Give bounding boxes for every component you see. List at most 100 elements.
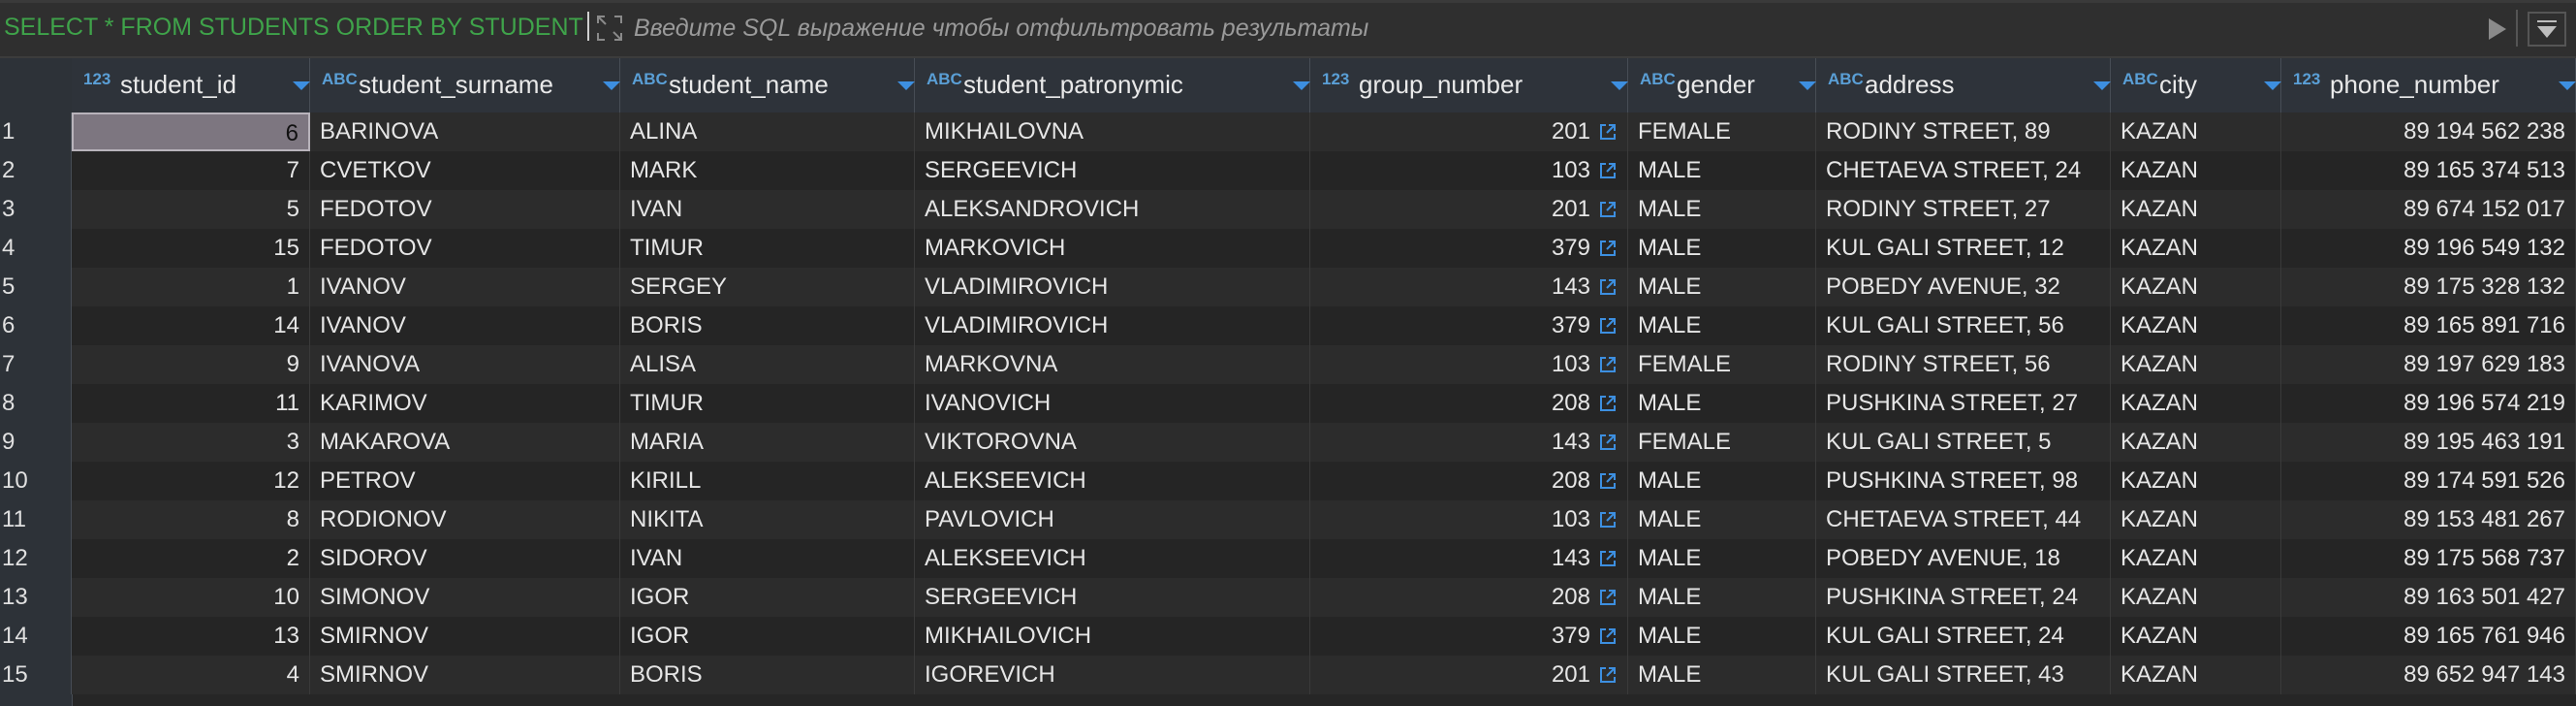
cell-address[interactable]: RODINY STREET, 89	[1816, 112, 2111, 151]
cell-city[interactable]: KAZAN	[2111, 578, 2281, 617]
column-header-group-number[interactable]: 123 group_number	[1310, 58, 1628, 112]
table-row[interactable]: 6 14 IVANOV BORIS VLADIMIROVICH 379 MALE KUL GA…	[0, 306, 2576, 345]
external-link-icon[interactable]	[1598, 200, 1618, 219]
cell-gender[interactable]: MALE	[1628, 229, 1816, 268]
row-number[interactable]: 8	[0, 384, 72, 423]
external-link-icon[interactable]	[1598, 433, 1618, 452]
sort-arrow-icon[interactable]	[2559, 81, 2576, 90]
column-header-student-patronymic[interactable]: ABC student_patronymic	[915, 58, 1310, 112]
cell-student-id[interactable]: 11	[72, 384, 310, 423]
filter-input[interactable]	[634, 12, 2475, 45]
external-link-icon[interactable]	[1598, 394, 1618, 413]
sort-arrow-icon[interactable]	[2093, 81, 2111, 90]
cell-city[interactable]: KAZAN	[2111, 345, 2281, 384]
cell-student-id[interactable]: 5	[72, 190, 310, 229]
cell-student-id[interactable]: 12	[72, 462, 310, 500]
cell-city[interactable]: KAZAN	[2111, 617, 2281, 656]
cell-phone-number[interactable]: 89 674 152 017	[2281, 190, 2576, 229]
table-row[interactable]: 5 1 IVANOV SERGEY VLADIMIROVICH 143 MALE POBEDY…	[0, 268, 2576, 306]
cell-student-id[interactable]: 6	[72, 112, 310, 151]
cell-address[interactable]: RODINY STREET, 27	[1816, 190, 2111, 229]
cell-student-id[interactable]: 15	[72, 229, 310, 268]
cell-group-number[interactable]: 201	[1310, 190, 1628, 229]
external-link-icon[interactable]	[1598, 239, 1618, 258]
row-number[interactable]: 13	[0, 578, 72, 617]
cell-student-patronymic[interactable]: VLADIMIROVICH	[915, 306, 1310, 345]
row-number[interactable]: 4	[0, 229, 72, 268]
cell-group-number[interactable]: 379	[1310, 617, 1628, 656]
external-link-icon[interactable]	[1598, 122, 1618, 142]
cell-address[interactable]: PUSHKINA STREET, 98	[1816, 462, 2111, 500]
cell-student-name[interactable]: IVAN	[620, 190, 915, 229]
cell-student-id[interactable]: 8	[72, 500, 310, 539]
column-header-student-surname[interactable]: ABC student_surname	[310, 58, 620, 112]
column-header-city[interactable]: ABC city	[2111, 58, 2281, 112]
cell-student-surname[interactable]: SIMONOV	[310, 578, 620, 617]
column-header-student-id[interactable]: 123 student_id	[72, 58, 310, 112]
cell-student-patronymic[interactable]: PAVLOVICH	[915, 500, 1310, 539]
cell-gender[interactable]: MALE	[1628, 578, 1816, 617]
table-row[interactable]: 1 6 BARINOVA ALINA MIKHAILOVNA 201 FEMALE RODIN…	[0, 112, 2576, 151]
cell-gender[interactable]: MALE	[1628, 462, 1816, 500]
external-link-icon[interactable]	[1598, 316, 1618, 336]
cell-student-name[interactable]: TIMUR	[620, 229, 915, 268]
table-row[interactable]: 14 13 SMIRNOV IGOR MIKHAILOVICH 379 MALE KUL GA…	[0, 617, 2576, 656]
cell-student-name[interactable]: ALISA	[620, 345, 915, 384]
cell-student-id[interactable]: 7	[72, 151, 310, 190]
row-number[interactable]: 9	[0, 423, 72, 462]
external-link-icon[interactable]	[1598, 277, 1618, 297]
cell-address[interactable]: KUL GALI STREET, 5	[1816, 423, 2111, 462]
cell-gender[interactable]: MALE	[1628, 190, 1816, 229]
cell-city[interactable]: KAZAN	[2111, 500, 2281, 539]
cell-address[interactable]: PUSHKINA STREET, 27	[1816, 384, 2111, 423]
cell-student-surname[interactable]: BARINOVA	[310, 112, 620, 151]
cell-address[interactable]: POBEDY AVENUE, 18	[1816, 539, 2111, 578]
cell-gender[interactable]: MALE	[1628, 268, 1816, 306]
cell-phone-number[interactable]: 89 175 568 737	[2281, 539, 2576, 578]
sql-query-text[interactable]: SELECT * FROM STUDENTS ORDER BY STUDENT	[4, 14, 583, 41]
table-row[interactable]: 9 3 MAKAROVA MARIA VIKTOROVNA 143 FEMALE KUL GA…	[0, 423, 2576, 462]
cell-gender[interactable]: MALE	[1628, 384, 1816, 423]
cell-student-id[interactable]: 10	[72, 578, 310, 617]
cell-group-number[interactable]: 379	[1310, 229, 1628, 268]
cell-student-patronymic[interactable]: SERGEEVICH	[915, 151, 1310, 190]
row-number[interactable]: 1	[0, 112, 72, 151]
cell-student-id[interactable]: 9	[72, 345, 310, 384]
cell-phone-number[interactable]: 89 652 947 143	[2281, 656, 2576, 694]
cell-student-name[interactable]: IGOR	[620, 617, 915, 656]
sort-arrow-icon[interactable]	[2264, 81, 2281, 90]
cell-group-number[interactable]: 143	[1310, 423, 1628, 462]
cell-student-surname[interactable]: CVETKOV	[310, 151, 620, 190]
cell-city[interactable]: KAZAN	[2111, 306, 2281, 345]
table-row[interactable]: 13 10 SIMONOV IGOR SERGEEVICH 208 MALE PUSHKINA…	[0, 578, 2576, 617]
cell-city[interactable]: KAZAN	[2111, 539, 2281, 578]
cell-gender[interactable]: FEMALE	[1628, 112, 1816, 151]
cell-student-id[interactable]: 3	[72, 423, 310, 462]
cell-student-patronymic[interactable]: SERGEEVICH	[915, 578, 1310, 617]
cell-address[interactable]: POBEDY AVENUE, 32	[1816, 268, 2111, 306]
cell-student-patronymic[interactable]: MIKHAILOVICH	[915, 617, 1310, 656]
external-link-icon[interactable]	[1598, 355, 1618, 374]
cell-student-surname[interactable]: SMIRNOV	[310, 656, 620, 694]
cell-phone-number[interactable]: 89 175 328 132	[2281, 268, 2576, 306]
history-dropdown-icon[interactable]	[2528, 12, 2566, 47]
cell-gender[interactable]: MALE	[1628, 617, 1816, 656]
cell-phone-number[interactable]: 89 165 761 946	[2281, 617, 2576, 656]
cell-student-name[interactable]: IGOR	[620, 578, 915, 617]
cell-student-surname[interactable]: FEDOTOV	[310, 229, 620, 268]
play-icon[interactable]	[2487, 16, 2508, 42]
cell-city[interactable]: KAZAN	[2111, 423, 2281, 462]
cell-student-name[interactable]: BORIS	[620, 306, 915, 345]
expand-icon[interactable]	[595, 14, 624, 43]
cell-address[interactable]: KUL GALI STREET, 12	[1816, 229, 2111, 268]
sort-arrow-icon[interactable]	[1799, 81, 1816, 90]
grid-corner[interactable]	[0, 58, 73, 112]
row-number[interactable]: 12	[0, 539, 72, 578]
cell-group-number[interactable]: 201	[1310, 656, 1628, 694]
sort-arrow-icon[interactable]	[293, 81, 310, 90]
cell-student-surname[interactable]: IVANOVA	[310, 345, 620, 384]
row-number[interactable]: 5	[0, 268, 72, 306]
cell-student-surname[interactable]: KARIMOV	[310, 384, 620, 423]
cell-student-name[interactable]: IVAN	[620, 539, 915, 578]
cell-gender[interactable]: MALE	[1628, 656, 1816, 694]
